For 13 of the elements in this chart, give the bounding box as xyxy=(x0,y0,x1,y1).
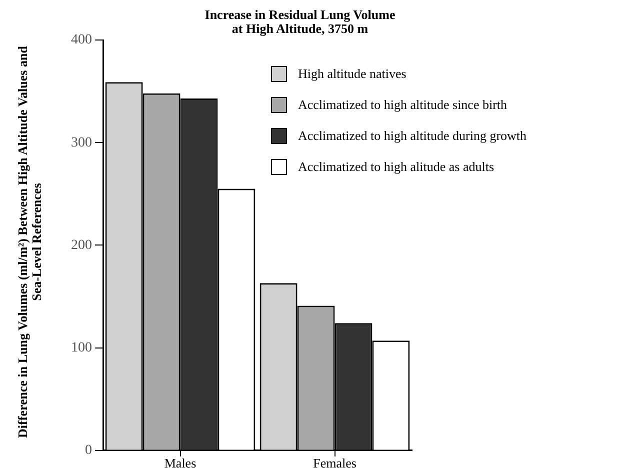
y-tick-label: 300 xyxy=(71,135,92,150)
legend-label: Acclimatized to high altitude since birth xyxy=(298,96,508,112)
y-tick-label: 400 xyxy=(71,32,92,48)
y-tick-label: 200 xyxy=(71,238,92,253)
x-tick-label: Males xyxy=(164,456,196,471)
legend-label: Acclimatized to high altitude during growth xyxy=(298,128,527,144)
chart-title: Increase in Residual Lung Volume at High Altitude, 3750 m xyxy=(204,7,396,36)
y-axis-title: Difference in Lung Volumes (ml/m²) Between High Altitude Values and Sea-Level References xyxy=(15,45,44,440)
y-tick-label: 0 xyxy=(85,443,92,458)
y-tick-label: 100 xyxy=(71,340,92,356)
legend-label: High altitude natives xyxy=(298,66,406,82)
legend-label: Acclimatized to high alitude as adults xyxy=(298,158,494,174)
x-tick-label: Females xyxy=(313,456,356,471)
